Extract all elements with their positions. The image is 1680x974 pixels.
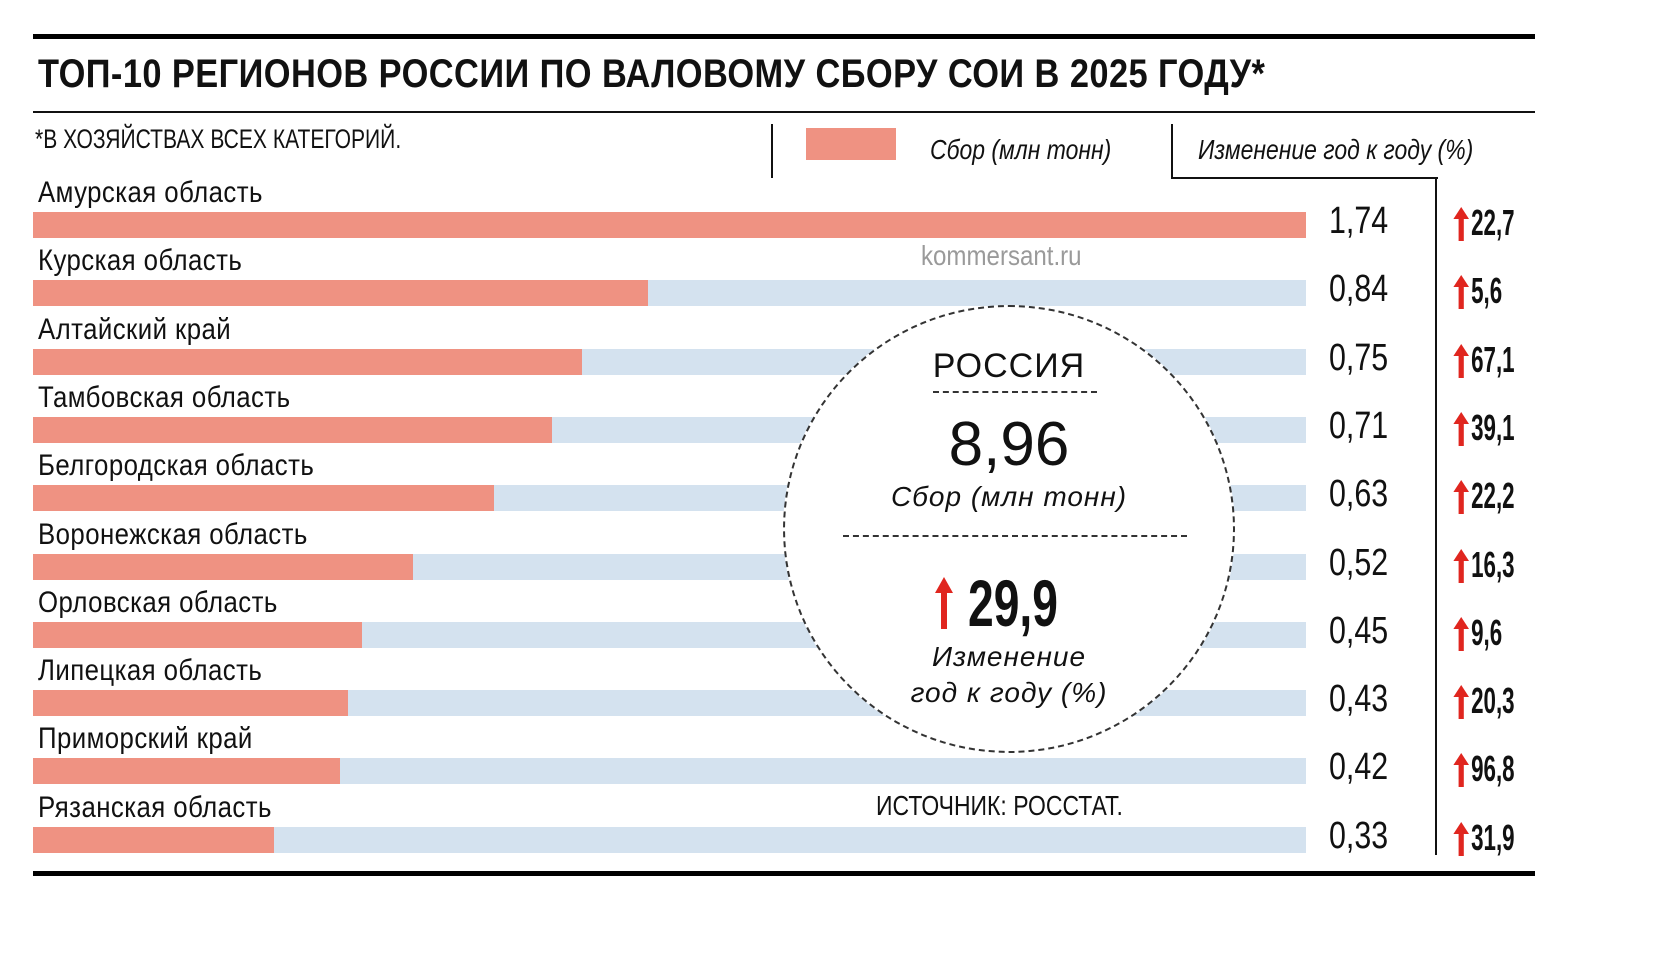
- top-rule: [33, 34, 1535, 39]
- bar-fill: [33, 485, 494, 511]
- bar-fill: [33, 554, 413, 580]
- change-value: 22,2: [1453, 475, 1515, 517]
- change-number: 39,1: [1471, 407, 1515, 448]
- legend-divider-right: [1171, 124, 1173, 179]
- up-arrow-icon: [1453, 548, 1470, 583]
- region-label: Алтайский край: [38, 313, 232, 346]
- region-label: Приморский край: [38, 722, 253, 755]
- up-arrow-icon: [1453, 616, 1470, 651]
- region-label: Липецкая область: [38, 654, 263, 687]
- harvest-value: 0,63: [1329, 473, 1389, 515]
- watermark: kommersant.ru: [921, 240, 1082, 271]
- up-arrow-icon: [1453, 206, 1470, 241]
- region-label: Тамбовская область: [38, 381, 291, 414]
- bar-fill: [33, 690, 348, 716]
- up-arrow-icon: [1453, 821, 1470, 856]
- legend-divider-left: [771, 124, 773, 178]
- region-label: Белгородская область: [38, 449, 315, 482]
- harvest-value: 0,84: [1329, 268, 1389, 310]
- change-number: 31,9: [1471, 817, 1515, 858]
- harvest-value: 1,74: [1329, 200, 1389, 242]
- title-rule: [33, 111, 1535, 113]
- change-value: 22,7: [1453, 202, 1515, 244]
- bar-fill: [33, 349, 582, 375]
- up-arrow-icon: [1453, 684, 1470, 719]
- region-label: Рязанская область: [38, 791, 272, 824]
- up-arrow-icon: [1453, 411, 1470, 446]
- chart-title: ТОП-10 РЕГИОНОВ РОССИИ ПО ВАЛОВОМУ СБОРУ…: [38, 52, 1266, 96]
- harvest-value: 0,75: [1329, 337, 1389, 379]
- footnote: *В ХОЗЯЙСТВАХ ВСЕХ КАТЕГОРИЙ.: [35, 124, 402, 154]
- harvest-value: 0,43: [1329, 678, 1389, 720]
- bar-fill: [33, 280, 648, 306]
- summary-change-label-2: год к году (%): [910, 677, 1108, 708]
- change-value: 96,8: [1453, 748, 1515, 790]
- change-value: 31,9: [1453, 817, 1515, 859]
- change-value: 16,3: [1453, 544, 1515, 586]
- bar-track: [33, 827, 1306, 853]
- change-number: 5,6: [1471, 270, 1503, 311]
- change-value: 20,3: [1453, 680, 1515, 722]
- legend-label-change: Изменение год к году (%): [1198, 134, 1474, 165]
- bar-fill: [33, 758, 340, 784]
- bar-track: [33, 212, 1306, 238]
- bar-fill: [33, 417, 552, 443]
- change-number: 22,7: [1471, 202, 1515, 243]
- summary-change-value: 29,9: [968, 566, 1058, 640]
- up-arrow-icon: [1453, 752, 1470, 787]
- change-number: 20,3: [1471, 680, 1515, 721]
- region-label: Воронежская область: [38, 518, 308, 551]
- change-number: 22,2: [1471, 475, 1515, 516]
- summary-total-label: Сбор (млн тонн): [890, 481, 1128, 512]
- summary-title: РОССИЯ: [932, 347, 1086, 385]
- harvest-value: 0,45: [1329, 610, 1389, 652]
- harvest-value: 0,42: [1329, 746, 1389, 788]
- summary-change-label-1: Изменение: [931, 641, 1087, 672]
- russia-summary-circle: РОССИЯ 8,96 Сбор (млн тонн) 29,9 Изменен…: [783, 305, 1235, 753]
- change-value: 67,1: [1453, 339, 1515, 381]
- region-label: Орловская область: [38, 586, 278, 619]
- summary-divider: [843, 535, 1187, 537]
- harvest-value: 0,52: [1329, 542, 1389, 584]
- summary-change: 29,9: [785, 565, 1233, 641]
- region-label: Курская область: [38, 244, 243, 277]
- bar-track: [33, 280, 1306, 306]
- change-number: 16,3: [1471, 544, 1515, 585]
- legend-box-bottom: [1171, 177, 1438, 179]
- harvest-value: 0,33: [1329, 815, 1389, 857]
- change-value: 5,6: [1453, 270, 1503, 312]
- up-arrow-icon: [1453, 479, 1470, 514]
- change-column-divider: [1435, 177, 1437, 855]
- bar-fill: [33, 622, 362, 648]
- summary-title-divider: [933, 391, 1097, 393]
- source-note: ИСТОЧНИК: РОССТАТ.: [876, 790, 1123, 821]
- summary-total: 8,96: [948, 410, 1070, 479]
- change-number: 9,6: [1471, 612, 1503, 653]
- up-arrow-icon: [1453, 343, 1470, 378]
- change-value: 9,6: [1453, 612, 1503, 654]
- up-arrow-icon: [934, 575, 954, 631]
- legend-swatch-harvest: [806, 128, 896, 160]
- region-label: Амурская область: [38, 176, 263, 209]
- change-number: 67,1: [1471, 339, 1515, 380]
- up-arrow-icon: [1453, 274, 1470, 309]
- legend-label-harvest: Сбор (млн тонн): [930, 134, 1112, 165]
- bar-fill: [33, 212, 1306, 238]
- bottom-rule: [33, 871, 1535, 876]
- change-value: 39,1: [1453, 407, 1515, 449]
- harvest-value: 0,71: [1329, 405, 1389, 447]
- bar-track: [33, 758, 1306, 784]
- bar-fill: [33, 827, 274, 853]
- change-number: 96,8: [1471, 748, 1515, 789]
